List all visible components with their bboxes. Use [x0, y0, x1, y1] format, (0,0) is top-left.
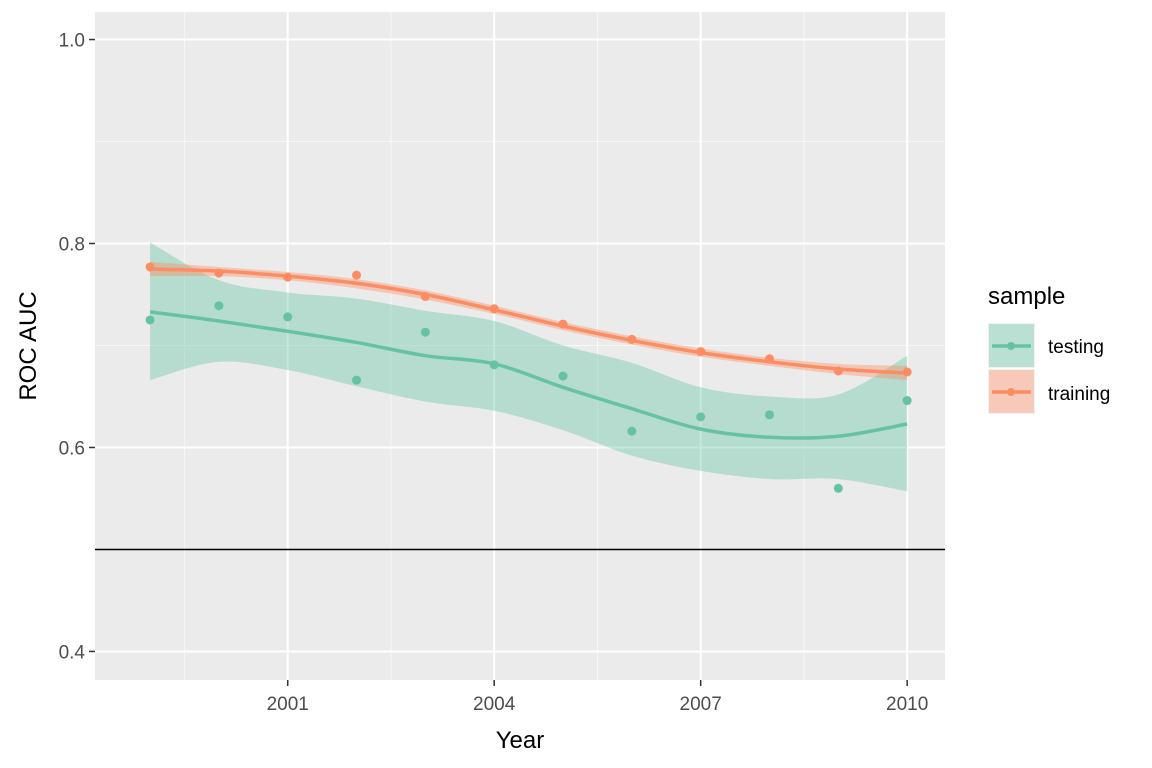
confidence-ribbons [150, 242, 908, 492]
point-training [764, 354, 774, 364]
y-tick-label: 0.8 [59, 235, 85, 256]
point-training [214, 268, 224, 278]
point-testing [283, 312, 293, 322]
point-training [145, 262, 155, 272]
y-axis-title: ROC AUC [15, 291, 42, 400]
x-tick-label: 2001 [267, 694, 309, 715]
point-testing [627, 426, 637, 436]
x-tick-label: 2007 [680, 694, 722, 715]
point-training [352, 270, 362, 280]
point-testing [558, 371, 568, 381]
y-tick-label: 0.6 [59, 438, 85, 459]
point-training [558, 319, 568, 329]
legend-key-training-point [1007, 388, 1015, 396]
legend-key-testing-point [1007, 342, 1015, 350]
major-gridlines [95, 12, 945, 680]
x-tick-label: 2004 [473, 694, 516, 715]
x-axis: 2001 2004 2007 2010 [267, 680, 928, 715]
legend: sample testing training [988, 283, 1110, 414]
legend-key-training [988, 369, 1035, 414]
point-training [627, 334, 637, 344]
smooth-line-training [150, 267, 908, 375]
legend-label-testing: testing [1048, 337, 1104, 358]
y-axis: 0.4 0.6 0.8 1.0 [59, 31, 95, 663]
point-testing [145, 315, 155, 325]
point-testing [352, 375, 362, 385]
point-testing [764, 410, 774, 420]
point-testing [489, 360, 499, 370]
ribbon-testing [150, 242, 908, 492]
legend-key-testing [988, 323, 1035, 368]
point-testing [214, 301, 224, 311]
smooth-line-testing [149, 310, 908, 440]
point-testing [833, 483, 843, 493]
point-testing [696, 412, 706, 422]
x-tick-label: 2010 [886, 694, 928, 715]
point-testing [902, 396, 912, 406]
data-points [145, 262, 912, 493]
point-training [420, 292, 430, 302]
point-training [696, 347, 706, 357]
point-training [283, 272, 293, 282]
x-axis-title: Year [496, 727, 545, 754]
y-tick-label: 0.4 [59, 642, 86, 663]
smooth-lines [149, 267, 908, 440]
y-tick-label: 1.0 [59, 31, 85, 52]
point-training [902, 367, 912, 377]
point-training [833, 366, 843, 376]
point-training [489, 304, 499, 314]
plot-panel [95, 12, 945, 680]
legend-label-training: training [1048, 384, 1110, 405]
legend-title: sample [988, 283, 1065, 310]
minor-gridlines [95, 12, 945, 680]
point-testing [420, 327, 430, 337]
ribbon-training [150, 261, 908, 381]
